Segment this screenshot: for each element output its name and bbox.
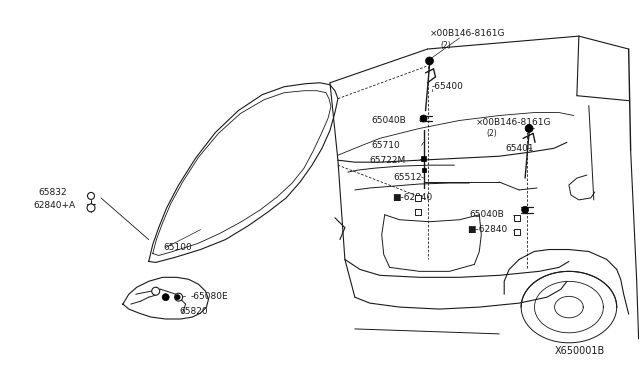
Text: -65400: -65400 bbox=[431, 82, 463, 91]
Text: 62840+A: 62840+A bbox=[33, 201, 76, 210]
Text: 65710: 65710 bbox=[372, 141, 401, 150]
Text: (2): (2) bbox=[486, 129, 497, 138]
Text: (2): (2) bbox=[440, 41, 451, 49]
Circle shape bbox=[426, 57, 433, 65]
Bar bbox=[421, 156, 426, 161]
Bar bbox=[514, 215, 520, 221]
Text: 65512: 65512 bbox=[394, 173, 422, 182]
Text: -65080E: -65080E bbox=[191, 292, 228, 301]
Text: 65100: 65100 bbox=[164, 243, 193, 252]
Circle shape bbox=[525, 125, 533, 132]
Circle shape bbox=[162, 294, 169, 301]
Text: ■-62840: ■-62840 bbox=[467, 225, 508, 234]
Circle shape bbox=[175, 295, 180, 299]
Text: 65040B: 65040B bbox=[372, 116, 406, 125]
Circle shape bbox=[152, 287, 160, 295]
Circle shape bbox=[87, 204, 95, 212]
Bar bbox=[415, 209, 420, 215]
Bar bbox=[415, 195, 420, 201]
Text: 65040B: 65040B bbox=[469, 210, 504, 219]
Text: 65832: 65832 bbox=[38, 189, 67, 198]
Circle shape bbox=[522, 206, 529, 213]
Text: 65401: 65401 bbox=[505, 144, 534, 153]
Text: ×00B146-8161G: ×00B146-8161G bbox=[476, 118, 551, 127]
Bar bbox=[422, 168, 426, 172]
Circle shape bbox=[420, 115, 427, 122]
Text: X650001B: X650001B bbox=[555, 346, 605, 356]
Text: ■-62840: ■-62840 bbox=[392, 193, 432, 202]
Bar bbox=[514, 229, 520, 235]
Circle shape bbox=[175, 293, 182, 301]
Text: ×00B146-8161G: ×00B146-8161G bbox=[429, 29, 505, 38]
Text: 65820: 65820 bbox=[180, 307, 208, 315]
Circle shape bbox=[88, 192, 95, 199]
Text: 65722M: 65722M bbox=[370, 156, 406, 165]
